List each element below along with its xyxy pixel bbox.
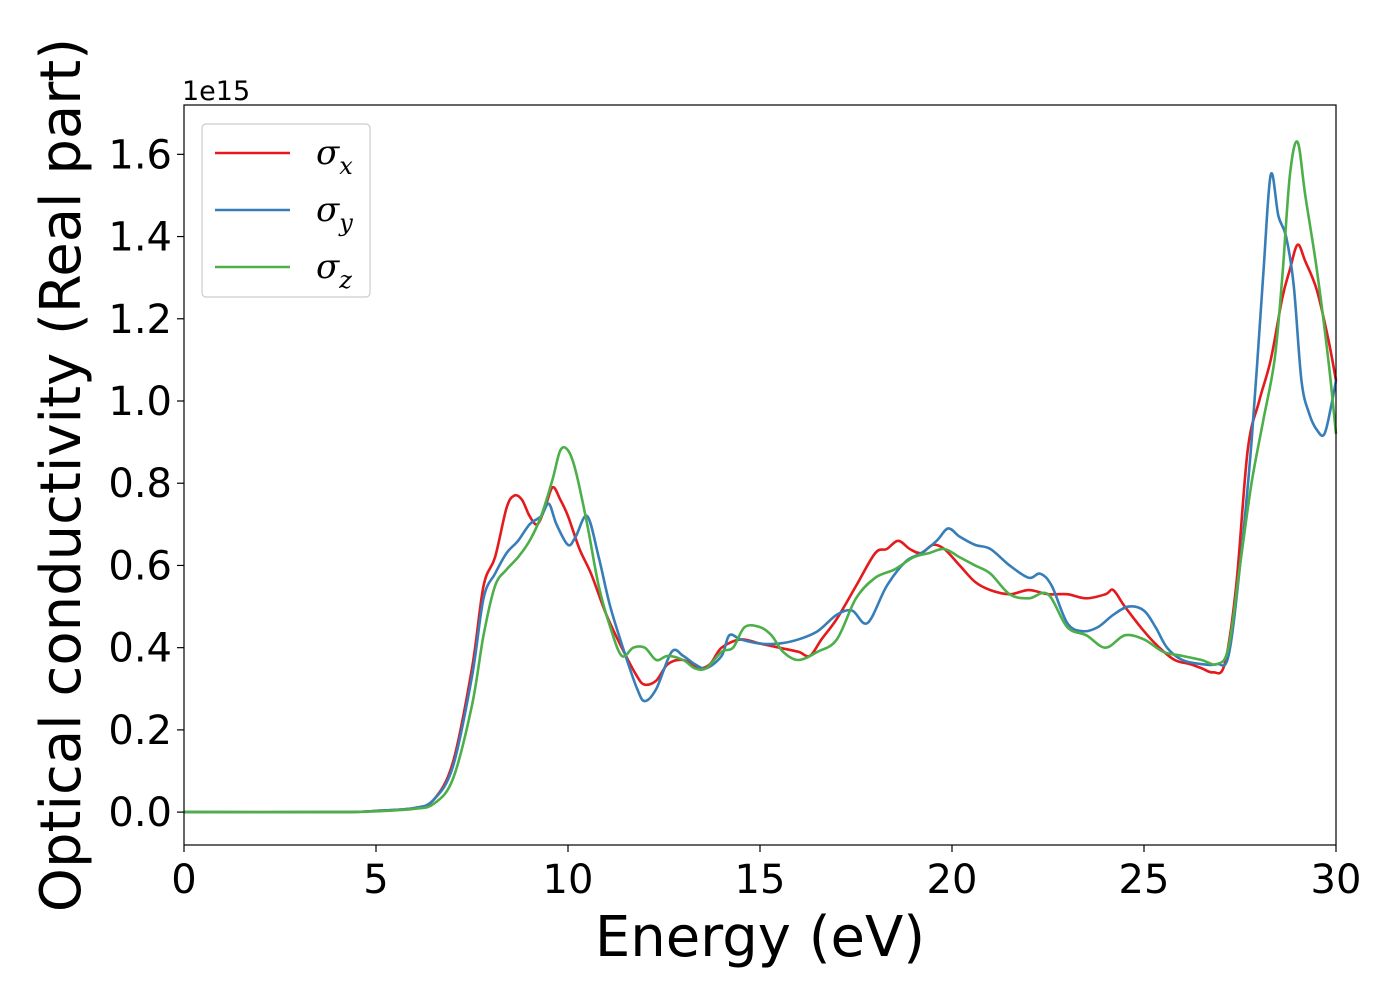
x-axis-title: Energy (eV) bbox=[595, 905, 925, 970]
x-tick-label: 20 bbox=[927, 857, 978, 903]
series-line-sigma-z bbox=[183, 140, 1338, 814]
y-tick-label: 0.4 bbox=[108, 626, 172, 672]
legend-label-sigma-x: σx bbox=[316, 133, 353, 180]
x-tick-label: 0 bbox=[171, 857, 196, 903]
y-axis-title: Optical conductivity (Real part) bbox=[29, 38, 94, 912]
y-tick-label: 0.2 bbox=[108, 708, 172, 754]
y-tick-label: 1.4 bbox=[108, 215, 172, 261]
x-tick-label: 5 bbox=[363, 857, 388, 903]
y-tick-label: 1.0 bbox=[108, 379, 172, 425]
y-tick-label: 0.0 bbox=[108, 790, 172, 836]
x-tick-label: 10 bbox=[543, 857, 594, 903]
x-tick-label: 30 bbox=[1311, 857, 1362, 903]
series-layer bbox=[183, 140, 1338, 814]
y-axis: 0.0 0.2 0.4 0.6 0.8 1.0 1.2 1.4 1.6 bbox=[108, 132, 184, 836]
y-tick-label: 0.8 bbox=[108, 461, 172, 507]
y-tick-label: 1.6 bbox=[108, 132, 172, 178]
y-tick-label: 0.6 bbox=[108, 543, 172, 589]
x-axis: 0 5 10 15 20 25 30 bbox=[171, 845, 1361, 903]
y-tick-label: 1.2 bbox=[108, 297, 172, 343]
y-offset-label: 1e15 bbox=[182, 76, 250, 107]
x-tick-label: 25 bbox=[1119, 857, 1170, 903]
x-tick-label: 15 bbox=[735, 857, 786, 903]
